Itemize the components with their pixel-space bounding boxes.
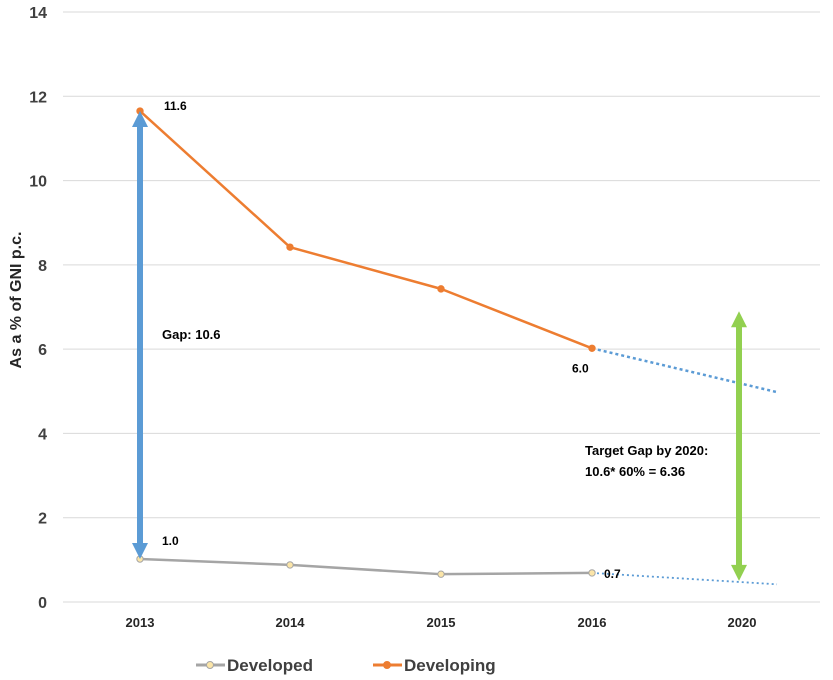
series-line-developed — [139, 557, 593, 576]
legend-developing-label: Developing — [404, 656, 496, 675]
point-developing-2014 — [286, 243, 294, 251]
point-developing-2016 — [588, 344, 596, 352]
y-tick-label-12: 12 — [29, 89, 47, 106]
x-tick-label-2016: 2016 — [578, 615, 607, 630]
data-label-developing-2013: 11.6 — [164, 99, 187, 113]
legend-developed-marker — [206, 661, 214, 669]
point-developed-2014 — [286, 561, 294, 569]
x-tick-label-2014: 2014 — [276, 615, 306, 630]
gap-arrow-head-up — [132, 111, 148, 128]
x-tick-label-2020: 2020 — [728, 615, 757, 630]
projection-line-developed — [591, 572, 778, 586]
y-tick-label-2: 2 — [38, 511, 47, 528]
data-labels: 11.6 6.0 1.0 0.7 — [162, 99, 621, 581]
gridlines — [63, 11, 820, 603]
x-tick-label-2015: 2015 — [427, 615, 456, 630]
gap-annotation: Gap: 10.6 — [162, 327, 221, 342]
y-tick-label-0: 0 — [38, 595, 47, 612]
gap-arrows — [132, 111, 747, 581]
projection-lines — [591, 347, 778, 586]
y-tick-label-14: 14 — [29, 5, 47, 22]
legend-developed-label: Developed — [227, 656, 313, 675]
target-gap-annotation-line2: 10.6* 60% = 6.36 — [585, 464, 685, 479]
legend: Developed Developing — [196, 656, 496, 675]
legend-item-developed: Developed — [196, 656, 313, 675]
target-gap-annotation-line1: Target Gap by 2020: — [585, 443, 708, 458]
series-lines — [136, 107, 596, 578]
data-label-developed-2013: 1.0 — [162, 534, 179, 548]
point-developed-2015 — [437, 570, 445, 578]
y-tick-label-6: 6 — [38, 342, 47, 359]
legend-item-developing: Developing — [373, 656, 496, 675]
x-tick-label-2013: 2013 — [126, 615, 155, 630]
point-developed-2016 — [588, 569, 596, 577]
y-tick-label-4: 4 — [38, 426, 47, 443]
x-axis-ticks: 2013 2014 2015 2016 2020 — [126, 615, 757, 630]
y-tick-label-10: 10 — [29, 174, 47, 191]
legend-developing-marker — [383, 661, 391, 669]
target-arrow-head-up — [731, 311, 747, 328]
gap-arrow-head-down — [132, 543, 148, 560]
target-arrow-head-down — [731, 564, 747, 581]
y-axis-title: As a % of GNI p.c. — [8, 232, 25, 369]
projection-line-developing — [591, 347, 778, 394]
data-label-developing-2016: 6.0 — [572, 361, 589, 375]
series-line-developing — [139, 110, 593, 350]
y-axis-ticks: 0 2 4 6 8 10 12 14 — [29, 5, 47, 612]
y-tick-label-8: 8 — [38, 258, 47, 275]
point-developing-2015 — [437, 285, 445, 293]
data-label-developed-2016: 0.7 — [604, 567, 621, 581]
